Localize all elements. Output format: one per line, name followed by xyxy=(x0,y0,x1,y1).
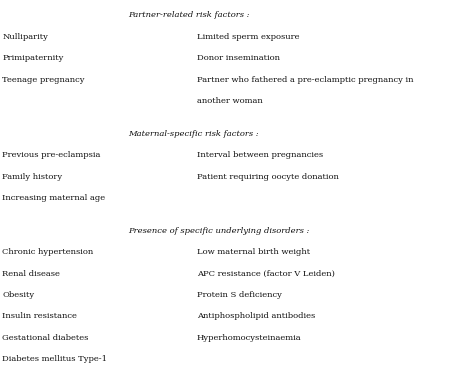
Text: Partner-related risk factors :: Partner-related risk factors : xyxy=(128,11,249,19)
Text: Previous pre-eclampsia: Previous pre-eclampsia xyxy=(2,151,101,159)
Text: Chronic hypertension: Chronic hypertension xyxy=(2,248,94,256)
Text: Diabetes mellitus Type-1: Diabetes mellitus Type-1 xyxy=(2,355,108,363)
Text: Patient requiring oocyte donation: Patient requiring oocyte donation xyxy=(197,173,338,180)
Text: Protein S deficiency: Protein S deficiency xyxy=(197,291,282,299)
Text: Primipaternity: Primipaternity xyxy=(2,54,64,62)
Text: Limited sperm exposure: Limited sperm exposure xyxy=(197,33,299,41)
Text: Renal disease: Renal disease xyxy=(2,270,60,277)
Text: Hyperhomocysteinaemia: Hyperhomocysteinaemia xyxy=(197,334,301,342)
Text: Donor insemination: Donor insemination xyxy=(197,54,280,62)
Text: Low maternal birth weight: Low maternal birth weight xyxy=(197,248,310,256)
Text: Interval between pregnancies: Interval between pregnancies xyxy=(197,151,323,159)
Text: Partner who fathered a pre-eclamptic pregnancy in: Partner who fathered a pre-eclamptic pre… xyxy=(197,76,413,83)
Text: Insulin resistance: Insulin resistance xyxy=(2,312,77,320)
Text: Maternal-specific risk factors :: Maternal-specific risk factors : xyxy=(128,130,259,138)
Text: Presence of specific underlying disorders :: Presence of specific underlying disorder… xyxy=(128,227,310,235)
Text: Antiphospholipid antibodies: Antiphospholipid antibodies xyxy=(197,312,315,320)
Text: Gestational diabetes: Gestational diabetes xyxy=(2,334,89,342)
Text: another woman: another woman xyxy=(197,97,263,105)
Text: APC resistance (factor V Leiden): APC resistance (factor V Leiden) xyxy=(197,270,335,277)
Text: Family history: Family history xyxy=(2,173,63,180)
Text: Obesity: Obesity xyxy=(2,291,35,299)
Text: Teenage pregnancy: Teenage pregnancy xyxy=(2,76,85,83)
Text: Nulliparity: Nulliparity xyxy=(2,33,48,41)
Text: Increasing maternal age: Increasing maternal age xyxy=(2,194,106,202)
